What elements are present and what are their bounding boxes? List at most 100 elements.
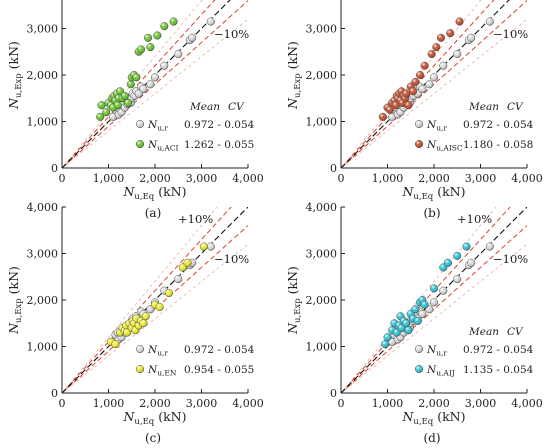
x-tick-label: 3,000 — [465, 397, 497, 410]
legend-marker-shade — [415, 365, 423, 373]
data-point — [404, 326, 413, 335]
data-point — [446, 29, 455, 38]
series-uaij — [381, 242, 471, 349]
data-point — [102, 108, 111, 117]
x-tick-label: 1,000 — [372, 397, 404, 410]
data-point — [378, 112, 387, 121]
legend-name-base: N — [426, 364, 437, 376]
data-point — [462, 242, 471, 251]
y-tick-label: 0 — [330, 387, 337, 400]
y-axis-label-base: N — [285, 322, 300, 335]
legend-name-sub: u,ACI — [157, 144, 178, 153]
y-tick-label: 3,000 — [27, 248, 59, 261]
data-point — [455, 17, 464, 26]
data-point — [429, 284, 439, 293]
data-point — [164, 288, 173, 298]
reference-lines — [341, 207, 527, 393]
legend-series-name: Nu,r — [426, 344, 447, 358]
outer-lower-line — [341, 243, 527, 393]
data-point — [123, 98, 133, 107]
data-point — [141, 312, 150, 321]
data-point — [126, 80, 135, 89]
legend-series-name: Nu,r — [147, 119, 168, 133]
data-point — [485, 242, 494, 251]
data-point — [146, 80, 155, 89]
outer-upper-line — [62, 0, 203, 168]
data-point — [402, 319, 411, 328]
legend-name-sub: u,r — [157, 349, 168, 358]
outer-lower-line — [62, 18, 248, 168]
y-axis-label-sub: u,Exp — [14, 73, 24, 98]
x-axis-label-base: N — [122, 184, 135, 199]
y-axis-label-unit: (kN) — [285, 266, 300, 298]
legend-header-mean: Mean — [468, 101, 499, 113]
panel-label: (c) — [145, 431, 161, 445]
data-point — [453, 275, 462, 284]
plus-10-line — [62, 0, 216, 168]
x-tick-label: 0 — [338, 397, 345, 410]
x-axis-label-base: N — [401, 409, 414, 424]
legend-marker-shade — [136, 345, 144, 353]
legend-series-name: Nu,EN — [147, 364, 177, 378]
y-tick-label: 2,000 — [306, 294, 338, 307]
legend-name-base: N — [426, 139, 437, 151]
chart-panel: 0 1,000 2,000 3,000 4,000 0 1,000 2,000 3,000 4,0… — [6, 201, 264, 445]
y-axis-label-base: N — [285, 97, 300, 110]
x-tick-label: 2,000 — [139, 397, 171, 410]
legend-series-name: Nu,r — [426, 119, 447, 133]
legend-stats: 1.135 - 0.054 — [463, 364, 534, 376]
y-tick-label: 1,000 — [306, 341, 338, 354]
legend-series-name: Nu,ACI — [147, 139, 179, 153]
plus-10-label: +10% — [178, 0, 213, 1]
y-axis-label-sub: u,Exp — [293, 73, 303, 98]
data-point — [155, 302, 164, 312]
data-point — [411, 77, 420, 87]
legend-series-name: Nu,AIJ — [426, 364, 455, 378]
legend-stats: 0.972 - 0.054 — [463, 119, 534, 131]
x-tick-label: 4,000 — [232, 397, 264, 410]
y-tick-label: 2,000 — [27, 69, 59, 82]
y-axis-label-unit: (kN) — [6, 266, 21, 298]
data-point — [381, 340, 390, 349]
data-point — [413, 316, 422, 325]
reference-lines — [62, 207, 248, 393]
x-axis-label-unit: (kN) — [433, 409, 465, 424]
legend-marker-shade — [415, 345, 423, 353]
x-axis-label-sub: u,Eq — [413, 417, 433, 427]
x-tick-label: 4,000 — [232, 172, 264, 185]
data-point — [160, 22, 169, 31]
series-uen — [106, 242, 208, 349]
y-tick-label: 1,000 — [27, 341, 59, 354]
legend-name-base: N — [147, 139, 158, 151]
panel-label: (b) — [423, 206, 440, 220]
data-point — [443, 258, 453, 267]
data-point — [436, 33, 446, 42]
y-axis-label: Nu,Exp (kN) — [285, 41, 303, 110]
legend-header-cv: CV — [228, 101, 245, 113]
plus-10-label: +10% — [178, 212, 213, 226]
data-point — [188, 33, 197, 42]
data-point — [404, 101, 413, 110]
x-tick-label: 2,000 — [418, 172, 450, 185]
x-axis-label-unit: (kN) — [433, 184, 465, 199]
x-tick-label: 1,000 — [372, 172, 404, 185]
legend-name-base: N — [147, 344, 158, 356]
minus-10-line — [62, 225, 248, 393]
y-tick-label: 4,000 — [306, 201, 338, 214]
y-tick-label: 1,000 — [306, 116, 338, 129]
y-tick-label: 4,000 — [27, 201, 59, 214]
data-point — [113, 101, 122, 110]
data-point — [429, 298, 439, 307]
data-point — [139, 84, 148, 93]
plus-10-line — [62, 207, 232, 393]
legend-name-sub: u,r — [436, 124, 447, 133]
legend-stats: 0.972 - 0.054 — [463, 344, 534, 356]
data-point — [418, 84, 427, 93]
y-tick-label: 2,000 — [306, 69, 338, 82]
y-tick-label: 3,000 — [306, 248, 338, 261]
legend-name-sub: u,EN — [157, 369, 177, 378]
data-point — [143, 33, 153, 42]
x-tick-label: 3,000 — [186, 397, 218, 410]
data-point — [199, 242, 208, 251]
outer-lower-line — [341, 18, 527, 168]
